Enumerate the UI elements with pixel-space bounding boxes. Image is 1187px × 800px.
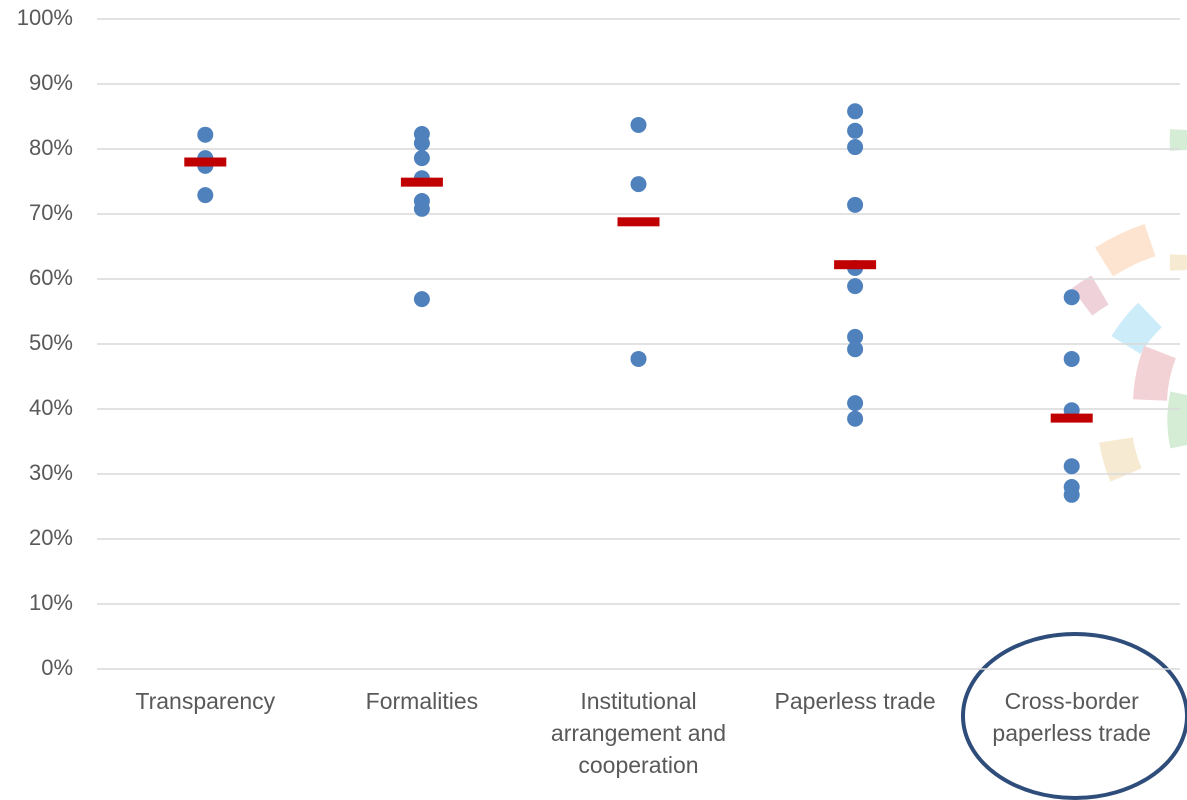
y-tick-label: 70% xyxy=(29,200,73,225)
highlight-ellipse xyxy=(961,632,1187,800)
data-point xyxy=(413,135,430,152)
data-point xyxy=(847,139,864,156)
data-point xyxy=(847,328,864,345)
y-tick-label: 40% xyxy=(29,395,73,420)
x-tick-label: Paperless trade xyxy=(774,688,936,714)
data-point xyxy=(1063,350,1080,367)
mean-bar xyxy=(834,260,877,270)
x-tick-label: Institutional arrangement and cooperatio… xyxy=(550,688,727,778)
y-tick-label: 30% xyxy=(29,460,73,485)
mean-bar xyxy=(617,217,660,227)
mean-bar xyxy=(184,157,227,167)
decoration xyxy=(1071,129,1187,482)
data-point xyxy=(847,395,864,412)
data-point xyxy=(847,341,864,358)
data-point xyxy=(1063,458,1080,475)
y-tick-label: 80% xyxy=(29,135,73,160)
data-point xyxy=(847,410,864,427)
y-tick-label: 90% xyxy=(29,70,73,95)
data-point xyxy=(1063,486,1080,503)
y-tick-label: 50% xyxy=(29,330,73,355)
data-point xyxy=(847,196,864,213)
x-tick-label: Formalities xyxy=(365,688,479,714)
x-tick-label: Cross-border paperless trade xyxy=(992,688,1151,746)
data-point xyxy=(847,122,864,139)
x-tick-label: Transparency xyxy=(135,688,276,714)
y-tick-label: 0% xyxy=(41,655,73,680)
mean-bar xyxy=(1050,413,1093,423)
data-point xyxy=(197,126,214,143)
y-tick-label: 60% xyxy=(29,265,73,290)
data-point xyxy=(630,116,647,133)
mean-bar xyxy=(400,177,443,187)
data-point xyxy=(1063,289,1080,306)
y-tick-label: 100% xyxy=(17,5,73,30)
data-point xyxy=(630,350,647,367)
y-tick-label: 20% xyxy=(29,525,73,550)
data-point xyxy=(197,187,214,204)
data-point xyxy=(413,291,430,308)
y-tick-label: 10% xyxy=(29,590,73,615)
data-point xyxy=(413,200,430,217)
data-point xyxy=(630,176,647,193)
data-point xyxy=(847,278,864,295)
data-point xyxy=(847,103,864,120)
data-point xyxy=(413,150,430,167)
